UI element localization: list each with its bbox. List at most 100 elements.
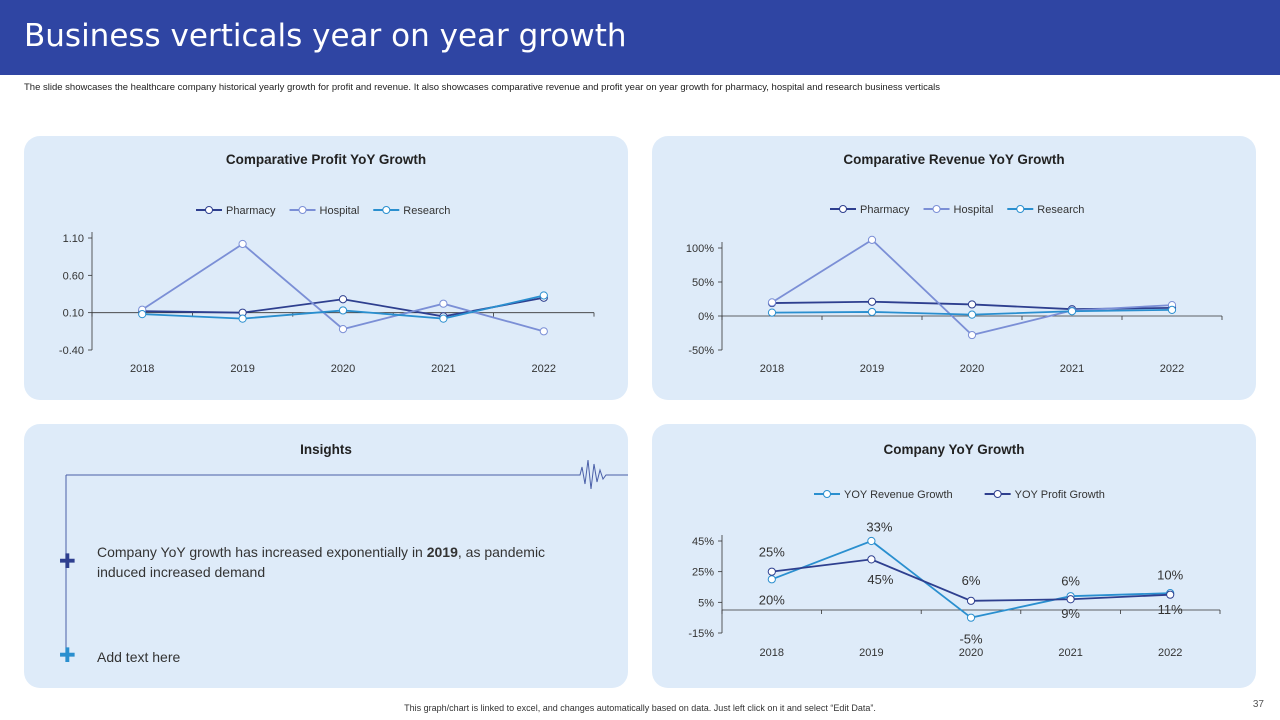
plus-icon: ✚ (59, 551, 76, 573)
insight-item-2: Add text here (97, 649, 181, 665)
y-tick-label-1: 5% (698, 597, 714, 609)
profit-chart-title: Comparative Profit YoY Growth (225, 152, 427, 167)
data-point-1-2 (967, 330, 977, 340)
data-label-0-4: 11% (1158, 602, 1183, 617)
data-point-0-1 (867, 297, 877, 306)
x-tick-label-1: 2019 (860, 363, 884, 375)
profit-chart-panel: Comparative Profit YoY Growth Pharmacy Ho… (24, 136, 628, 400)
data-label-1-0: 25% (759, 545, 785, 560)
legend-label-1: Hospital (954, 204, 994, 216)
legend-marker-1 (993, 490, 1002, 498)
slide-subtitle: The slide showcases the healthcare compa… (24, 82, 940, 93)
y-tick-label-0: -50% (688, 345, 714, 357)
y-tick-label-2: 50% (692, 277, 714, 289)
revenue-chart: Pharmacy Hospital Research -50% 0% 50% 100% 201… (686, 204, 1223, 375)
legend-label-2: Research (1037, 204, 1084, 216)
legend-marker-1 (298, 206, 307, 214)
y-tick-label-3: 100% (686, 243, 714, 255)
series-line-1 (141, 242, 545, 333)
data-point-2-1 (867, 307, 877, 317)
y-tick-label-2: 25% (692, 567, 714, 579)
y-tick-label-0: -0.40 (59, 345, 84, 357)
insights-decoration (65, 459, 628, 656)
y-tick-label-3: 1.10 (63, 233, 84, 245)
legend-marker-2 (1016, 205, 1025, 213)
data-label-0-3: 9% (1061, 606, 1080, 621)
data-point-1-2 (338, 324, 348, 334)
x-tick-label-2: 2020 (331, 363, 355, 375)
data-point-0-1 (867, 536, 876, 546)
revenue-chart-title: Comparative Revenue YoY Growth (843, 152, 1065, 167)
data-point-2-1 (238, 314, 247, 323)
company-chart: YOY Revenue Growth YOY Profit Growth -15% 5… (688, 489, 1221, 659)
x-tick-label-3: 2021 (431, 363, 455, 375)
legend-label-1: YOY Profit Growth (1015, 489, 1105, 501)
page-number: 37 (1252, 699, 1264, 710)
insight-item-1-text: Company YoY growth has increased exponen… (97, 544, 427, 560)
insights-title: Insights (300, 442, 352, 457)
legend-marker-0 (839, 205, 847, 213)
slide-title: Business verticals year on year growth (24, 18, 627, 54)
x-tick-label-4: 2022 (532, 363, 556, 375)
pulse-wave-icon (576, 459, 628, 490)
y-tick-label-2: 0.60 (63, 270, 84, 282)
x-tick-label-4: 2022 (1160, 363, 1184, 375)
legend-label-0: Pharmacy (860, 204, 910, 216)
legend-marker-0 (205, 206, 213, 214)
x-tick-label-0: 2018 (130, 363, 154, 375)
data-point-1-0 (767, 298, 777, 307)
footer-note: This graph/chart is linked to excel, and… (404, 703, 876, 713)
x-tick-label-3: 2021 (1058, 647, 1082, 659)
legend-label-0: YOY Revenue Growth (844, 489, 953, 501)
x-tick-label-3: 2021 (1060, 363, 1084, 375)
data-point-1-4 (539, 327, 548, 336)
y-tick-label-1: 0% (698, 311, 714, 323)
x-tick-label-2: 2020 (959, 647, 983, 659)
company-chart-panel: Company YoY Growth YOY Revenue Growth YOY… (652, 424, 1256, 688)
data-point-1-4 (1166, 590, 1175, 599)
data-point-2-4 (539, 291, 548, 300)
y-tick-label-1: 0.10 (63, 308, 84, 320)
data-point-2-2 (338, 306, 348, 315)
data-point-1-0 (767, 567, 776, 576)
y-tick-label-0: -15% (688, 628, 714, 640)
data-point-2-2 (967, 310, 977, 319)
y-tick-label-3: 45% (692, 536, 714, 548)
data-label-1-2: 6% (962, 573, 981, 588)
x-tick-label-0: 2018 (760, 647, 784, 659)
data-point-0-0 (767, 575, 776, 584)
insight-item-1-text-end: , as pandemic induced increased demand (97, 544, 546, 580)
data-point-2-0 (138, 310, 147, 319)
revenue-chart-panel: Comparative Revenue YoY Growth Pharmacy H… (652, 136, 1256, 400)
data-point-2-4 (1167, 305, 1177, 314)
insight-item-1: Company YoY growth has increased exponen… (97, 542, 597, 582)
data-point-1-3 (1066, 595, 1075, 604)
insight-item-1-highlight: 2019 (426, 544, 458, 560)
data-point-2-3 (439, 314, 448, 323)
profit-chart: Pharmacy Hospital Research -0.40 0.10 0.60 1.1… (59, 205, 595, 375)
x-tick-label-4: 2022 (1158, 647, 1182, 659)
data-point-1-3 (439, 299, 448, 308)
data-point-0-2 (966, 613, 976, 622)
legend-label-0: Pharmacy (226, 205, 276, 217)
data-label-1-1: 33% (866, 519, 892, 534)
data-label-1-4: 10% (1157, 568, 1183, 583)
data-point-2-0 (767, 308, 777, 317)
legend-label-2: Research (403, 205, 450, 217)
data-point-1-1 (238, 239, 247, 249)
x-tick-label-1: 2019 (230, 363, 254, 375)
data-point-2-3 (1067, 307, 1077, 316)
data-point-1-1 (867, 235, 877, 244)
plus-icon: ✚ (59, 645, 76, 667)
legend-marker-2 (382, 206, 391, 214)
insights-panel: Insights ✚ Company YoY growth has increa… (24, 424, 628, 688)
data-point-0-2 (338, 295, 348, 304)
legend-marker-0 (823, 490, 831, 498)
company-chart-title: Company YoY Growth (883, 442, 1025, 457)
data-point-1-2 (966, 596, 976, 605)
legend-label-1: Hospital (320, 205, 360, 217)
data-point-1-1 (867, 555, 876, 564)
x-tick-label-1: 2019 (859, 647, 883, 659)
data-point-0-2 (967, 300, 977, 309)
data-label-0-2: -5% (959, 632, 983, 647)
